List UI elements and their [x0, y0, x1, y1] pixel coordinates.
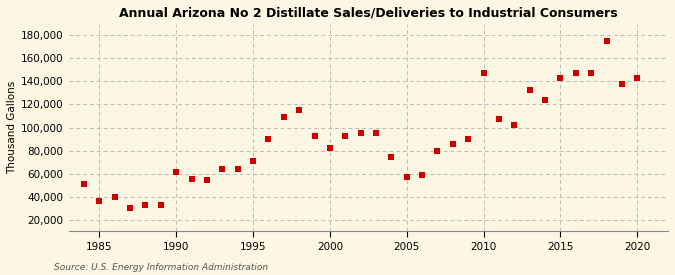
Point: [570, 71, 581, 76]
Point: [616, 82, 627, 86]
Point: [171, 170, 182, 175]
Point: [586, 71, 597, 76]
Point: [278, 115, 289, 119]
Point: [94, 199, 105, 204]
Point: [416, 172, 427, 177]
Point: [355, 131, 366, 136]
Title: Annual Arizona No 2 Distillate Sales/Deliveries to Industrial Consumers: Annual Arizona No 2 Distillate Sales/Del…: [119, 7, 618, 20]
Point: [371, 131, 381, 136]
Point: [125, 206, 136, 210]
Point: [294, 108, 304, 112]
Point: [432, 148, 443, 153]
Point: [155, 202, 166, 207]
Point: [217, 167, 227, 171]
Point: [540, 98, 551, 102]
Point: [509, 123, 520, 127]
Point: [186, 177, 197, 182]
Point: [601, 39, 612, 43]
Point: [140, 202, 151, 207]
Point: [202, 178, 213, 183]
Point: [478, 71, 489, 76]
Point: [555, 76, 566, 80]
Y-axis label: Thousand Gallons: Thousand Gallons: [7, 81, 17, 174]
Point: [524, 87, 535, 92]
Point: [386, 155, 397, 160]
Point: [402, 175, 412, 179]
Point: [632, 76, 643, 80]
Point: [340, 133, 351, 138]
Point: [263, 137, 274, 141]
Point: [78, 182, 89, 186]
Point: [248, 159, 259, 163]
Point: [109, 194, 120, 199]
Point: [493, 117, 504, 122]
Text: Source: U.S. Energy Information Administration: Source: U.S. Energy Information Administ…: [54, 263, 268, 272]
Point: [325, 146, 335, 150]
Point: [232, 167, 243, 171]
Point: [463, 137, 474, 141]
Point: [309, 133, 320, 138]
Point: [448, 141, 458, 146]
